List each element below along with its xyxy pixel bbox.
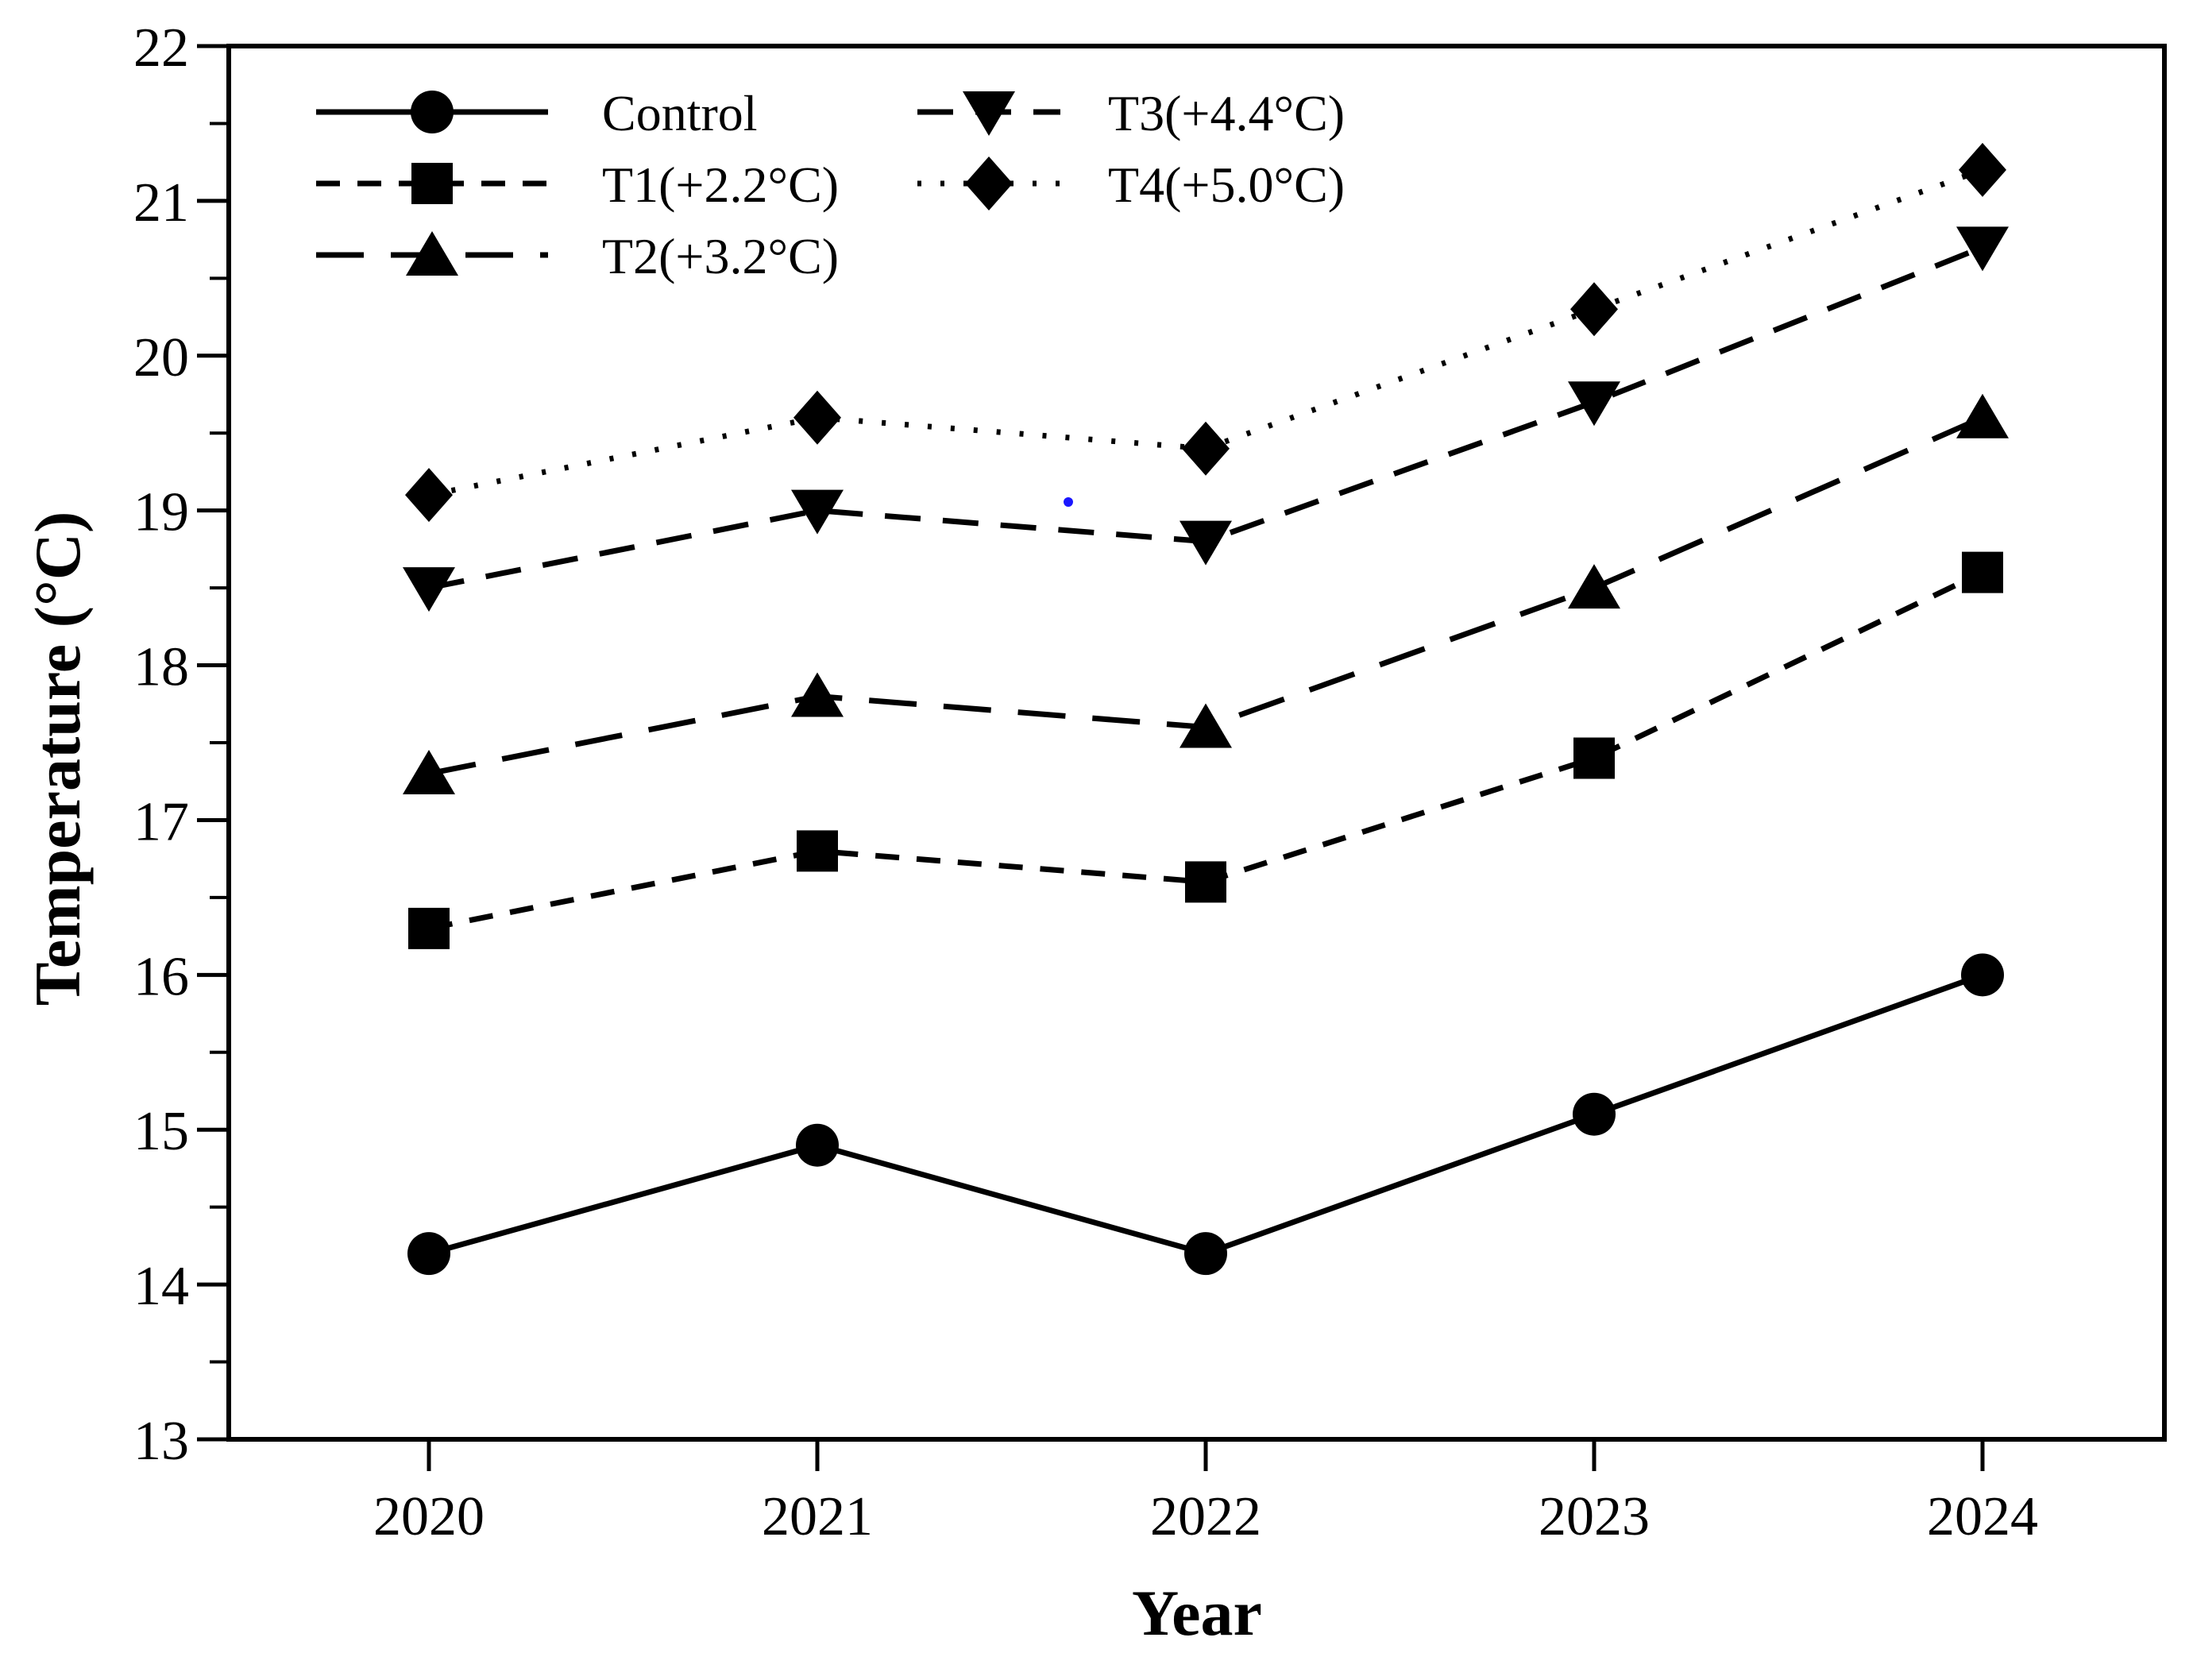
x-tick-label: 2022 bbox=[1150, 1486, 1261, 1547]
y-tick-label: 15 bbox=[133, 1101, 189, 1162]
legend-label: Control bbox=[602, 85, 758, 141]
series-marker-diamond bbox=[1570, 282, 1618, 337]
series-marker-triangle-up bbox=[1568, 564, 1620, 609]
y-tick-label: 14 bbox=[133, 1256, 189, 1317]
series-marker-diamond bbox=[1182, 421, 1230, 476]
series-marker-circle bbox=[1573, 1092, 1616, 1136]
series-marker-diamond bbox=[793, 390, 841, 445]
y-tick-label: 17 bbox=[133, 791, 189, 852]
legend-marker-square bbox=[411, 163, 453, 204]
y-axis-title: Temperature (°C) bbox=[21, 512, 94, 1006]
x-tick-label: 2020 bbox=[373, 1486, 485, 1547]
legend-marker-circle bbox=[411, 91, 454, 133]
legend-label: T1(+2.2°C) bbox=[602, 156, 839, 213]
series-marker-circle bbox=[407, 1232, 450, 1276]
series-marker-triangle-down bbox=[403, 567, 455, 612]
x-tick-label: 2023 bbox=[1539, 1486, 1650, 1547]
series-marker-square bbox=[797, 830, 838, 872]
y-tick-label: 16 bbox=[133, 946, 189, 1007]
series-marker-triangle-down bbox=[791, 489, 844, 535]
series-marker-circle bbox=[1961, 953, 2004, 997]
y-tick-label: 19 bbox=[133, 482, 189, 543]
series-marker-triangle-up bbox=[1956, 393, 2009, 438]
series-marker-circle bbox=[796, 1123, 839, 1167]
series-marker-diamond bbox=[405, 468, 453, 523]
series-line-control bbox=[428, 972, 1984, 1257]
series-marker-diamond bbox=[1959, 142, 2006, 197]
x-tick-label: 2021 bbox=[762, 1486, 873, 1547]
series-marker-circle bbox=[1184, 1232, 1227, 1276]
series-marker-square bbox=[1185, 861, 1226, 903]
series-marker-triangle-down bbox=[1956, 226, 2009, 272]
x-axis-title: Year bbox=[1132, 1577, 1262, 1649]
legend-marker-triangle-up bbox=[406, 231, 458, 276]
series-marker-square bbox=[1573, 737, 1615, 779]
y-tick-label: 20 bbox=[133, 327, 189, 388]
series-marker-triangle-up bbox=[791, 672, 844, 717]
y-tick-label: 18 bbox=[133, 637, 189, 698]
legend-label: T4(+5.0°C) bbox=[1108, 156, 1345, 213]
y-tick-label: 22 bbox=[133, 17, 189, 79]
series-marker-square bbox=[1962, 551, 2003, 593]
series-marker-square bbox=[408, 907, 450, 949]
series-marker-triangle-up bbox=[1180, 703, 1232, 748]
series-marker-triangle-up bbox=[403, 749, 455, 794]
series-marker-triangle-down bbox=[1568, 381, 1620, 427]
y-tick-label: 21 bbox=[133, 172, 189, 234]
series-marker-triangle-down bbox=[1180, 520, 1232, 566]
legend-label: T2(+3.2°C) bbox=[602, 228, 839, 284]
y-tick-label: 13 bbox=[133, 1411, 189, 1472]
stray-blue-dot-artifact bbox=[1064, 497, 1073, 507]
legend-marker-triangle-down bbox=[963, 91, 1015, 136]
legend-label: T3(+4.4°C) bbox=[1108, 85, 1345, 141]
legend-marker-diamond bbox=[965, 156, 1013, 210]
x-tick-label: 2024 bbox=[1927, 1486, 2038, 1547]
